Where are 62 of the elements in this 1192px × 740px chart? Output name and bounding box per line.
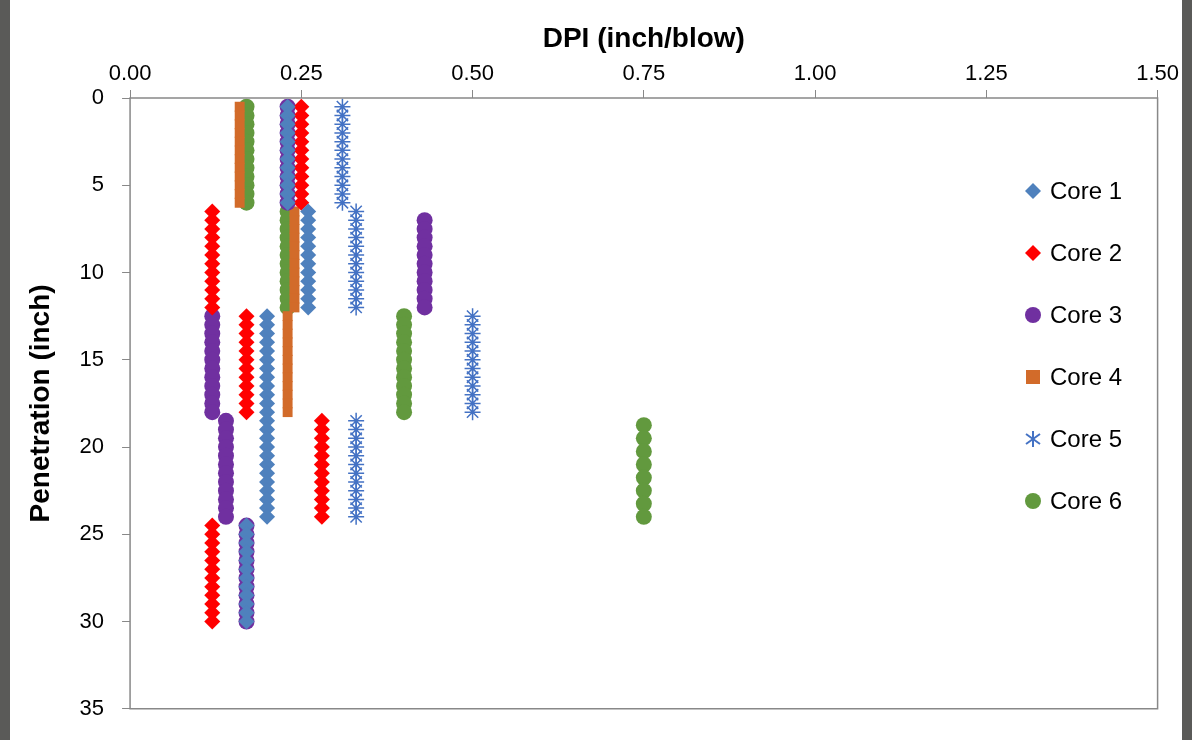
- legend-label: Core 1: [1049, 177, 1122, 205]
- point: [234, 197, 245, 208]
- point: [333, 124, 352, 142]
- point: [347, 420, 365, 439]
- y-tick-label: 5: [91, 171, 105, 197]
- point: [463, 342, 482, 360]
- legend-label: Core 3: [1049, 301, 1122, 329]
- point: [333, 115, 352, 133]
- point: [347, 298, 365, 317]
- point: [347, 508, 365, 526]
- point: [347, 499, 365, 517]
- y-tick-label: 20: [79, 433, 105, 459]
- y-tick-label: 15: [79, 345, 105, 371]
- legend-label: Core 5: [1049, 425, 1122, 453]
- point: [347, 220, 365, 238]
- point: [463, 403, 482, 421]
- legend-label: Core 2: [1049, 239, 1122, 267]
- point: [635, 456, 652, 473]
- point: [347, 246, 365, 264]
- point: [463, 368, 482, 386]
- x-axis-title: DPI (inch/blow): [542, 21, 745, 53]
- point: [635, 430, 652, 447]
- x-tick-label: 1.50: [1136, 59, 1179, 85]
- point: [635, 508, 652, 525]
- y-axis-title: Penetration (inch): [23, 284, 55, 523]
- point: [333, 98, 352, 116]
- legend-label: Core 4: [1049, 363, 1122, 391]
- legend-label: Core 6: [1049, 487, 1122, 515]
- point: [635, 495, 652, 512]
- point: [347, 255, 365, 273]
- point: [282, 407, 293, 418]
- point: [347, 211, 365, 229]
- point: [347, 438, 365, 456]
- y-tick-label: 30: [79, 607, 105, 633]
- y-tick-label: 0: [91, 84, 105, 110]
- x-tick-label: 0.00: [108, 59, 152, 85]
- point: [347, 481, 365, 500]
- y-tick-label: 10: [79, 258, 105, 284]
- point: [347, 447, 365, 465]
- point: [347, 464, 365, 482]
- x-tick-label: 0.25: [279, 59, 323, 85]
- y-tick-label: 35: [79, 694, 105, 720]
- point: [347, 412, 365, 430]
- point: [463, 316, 482, 334]
- point: [347, 281, 365, 299]
- point: [333, 159, 352, 177]
- point: [347, 272, 365, 290]
- point: [333, 150, 352, 168]
- y-tick-label: 25: [79, 520, 105, 546]
- x-tick-label: 1.00: [793, 59, 837, 85]
- x-tick-label: 1.25: [964, 59, 1008, 85]
- point: [463, 307, 482, 325]
- point: [635, 443, 652, 460]
- point: [347, 473, 365, 491]
- point: [234, 145, 245, 156]
- point: [635, 417, 652, 434]
- point: [463, 377, 482, 395]
- point: [347, 228, 365, 247]
- point: [333, 185, 352, 203]
- x-tick-label: 0.50: [451, 59, 494, 85]
- point: [463, 351, 482, 369]
- x-tick-label: 0.75: [622, 59, 666, 85]
